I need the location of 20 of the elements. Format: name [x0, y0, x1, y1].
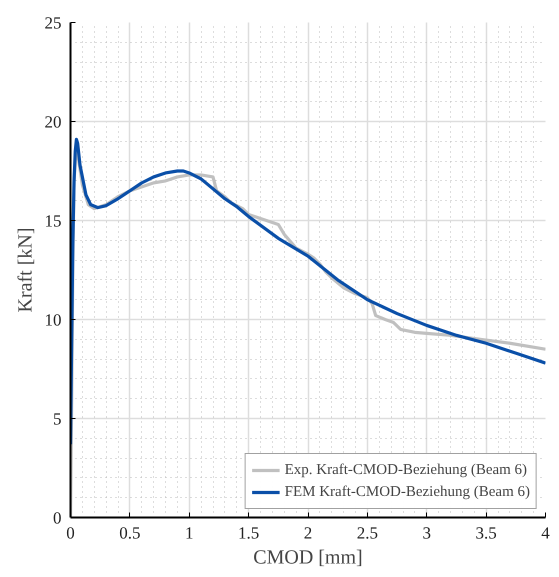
y-tick-label: 20	[44, 112, 62, 132]
x-tick-label: 3.5	[476, 524, 497, 542]
x-tick-label: 4	[541, 524, 550, 542]
y-tick-label: 5	[53, 410, 62, 428]
legend-label: Exp. Kraft-CMOD-Beziehung (Beam 6)	[284, 462, 528, 478]
x-tick-label: 2	[304, 524, 312, 542]
x-tick-label: 1.5	[238, 524, 260, 542]
x-tick-label: 1	[185, 524, 194, 542]
line-series	[70, 138, 546, 446]
legend-label: FEM Kraft-CMOD-Beziehung (Beam 6)	[284, 484, 530, 500]
x-tick-label: 0	[66, 524, 75, 542]
y-tick-label: 0	[53, 508, 62, 528]
y-tick-label: 10	[44, 310, 62, 330]
x-tick-label: 0.5	[119, 524, 140, 542]
y-axis-title: Kraft [kN]	[14, 228, 36, 312]
x-axis-title: CMOD [mm]	[253, 546, 363, 568]
y-tick-label: 25	[44, 14, 62, 32]
y-tick-label: 15	[44, 212, 62, 230]
x-tick-label: 2.5	[356, 524, 378, 542]
x-tick-label: 3	[422, 524, 431, 542]
